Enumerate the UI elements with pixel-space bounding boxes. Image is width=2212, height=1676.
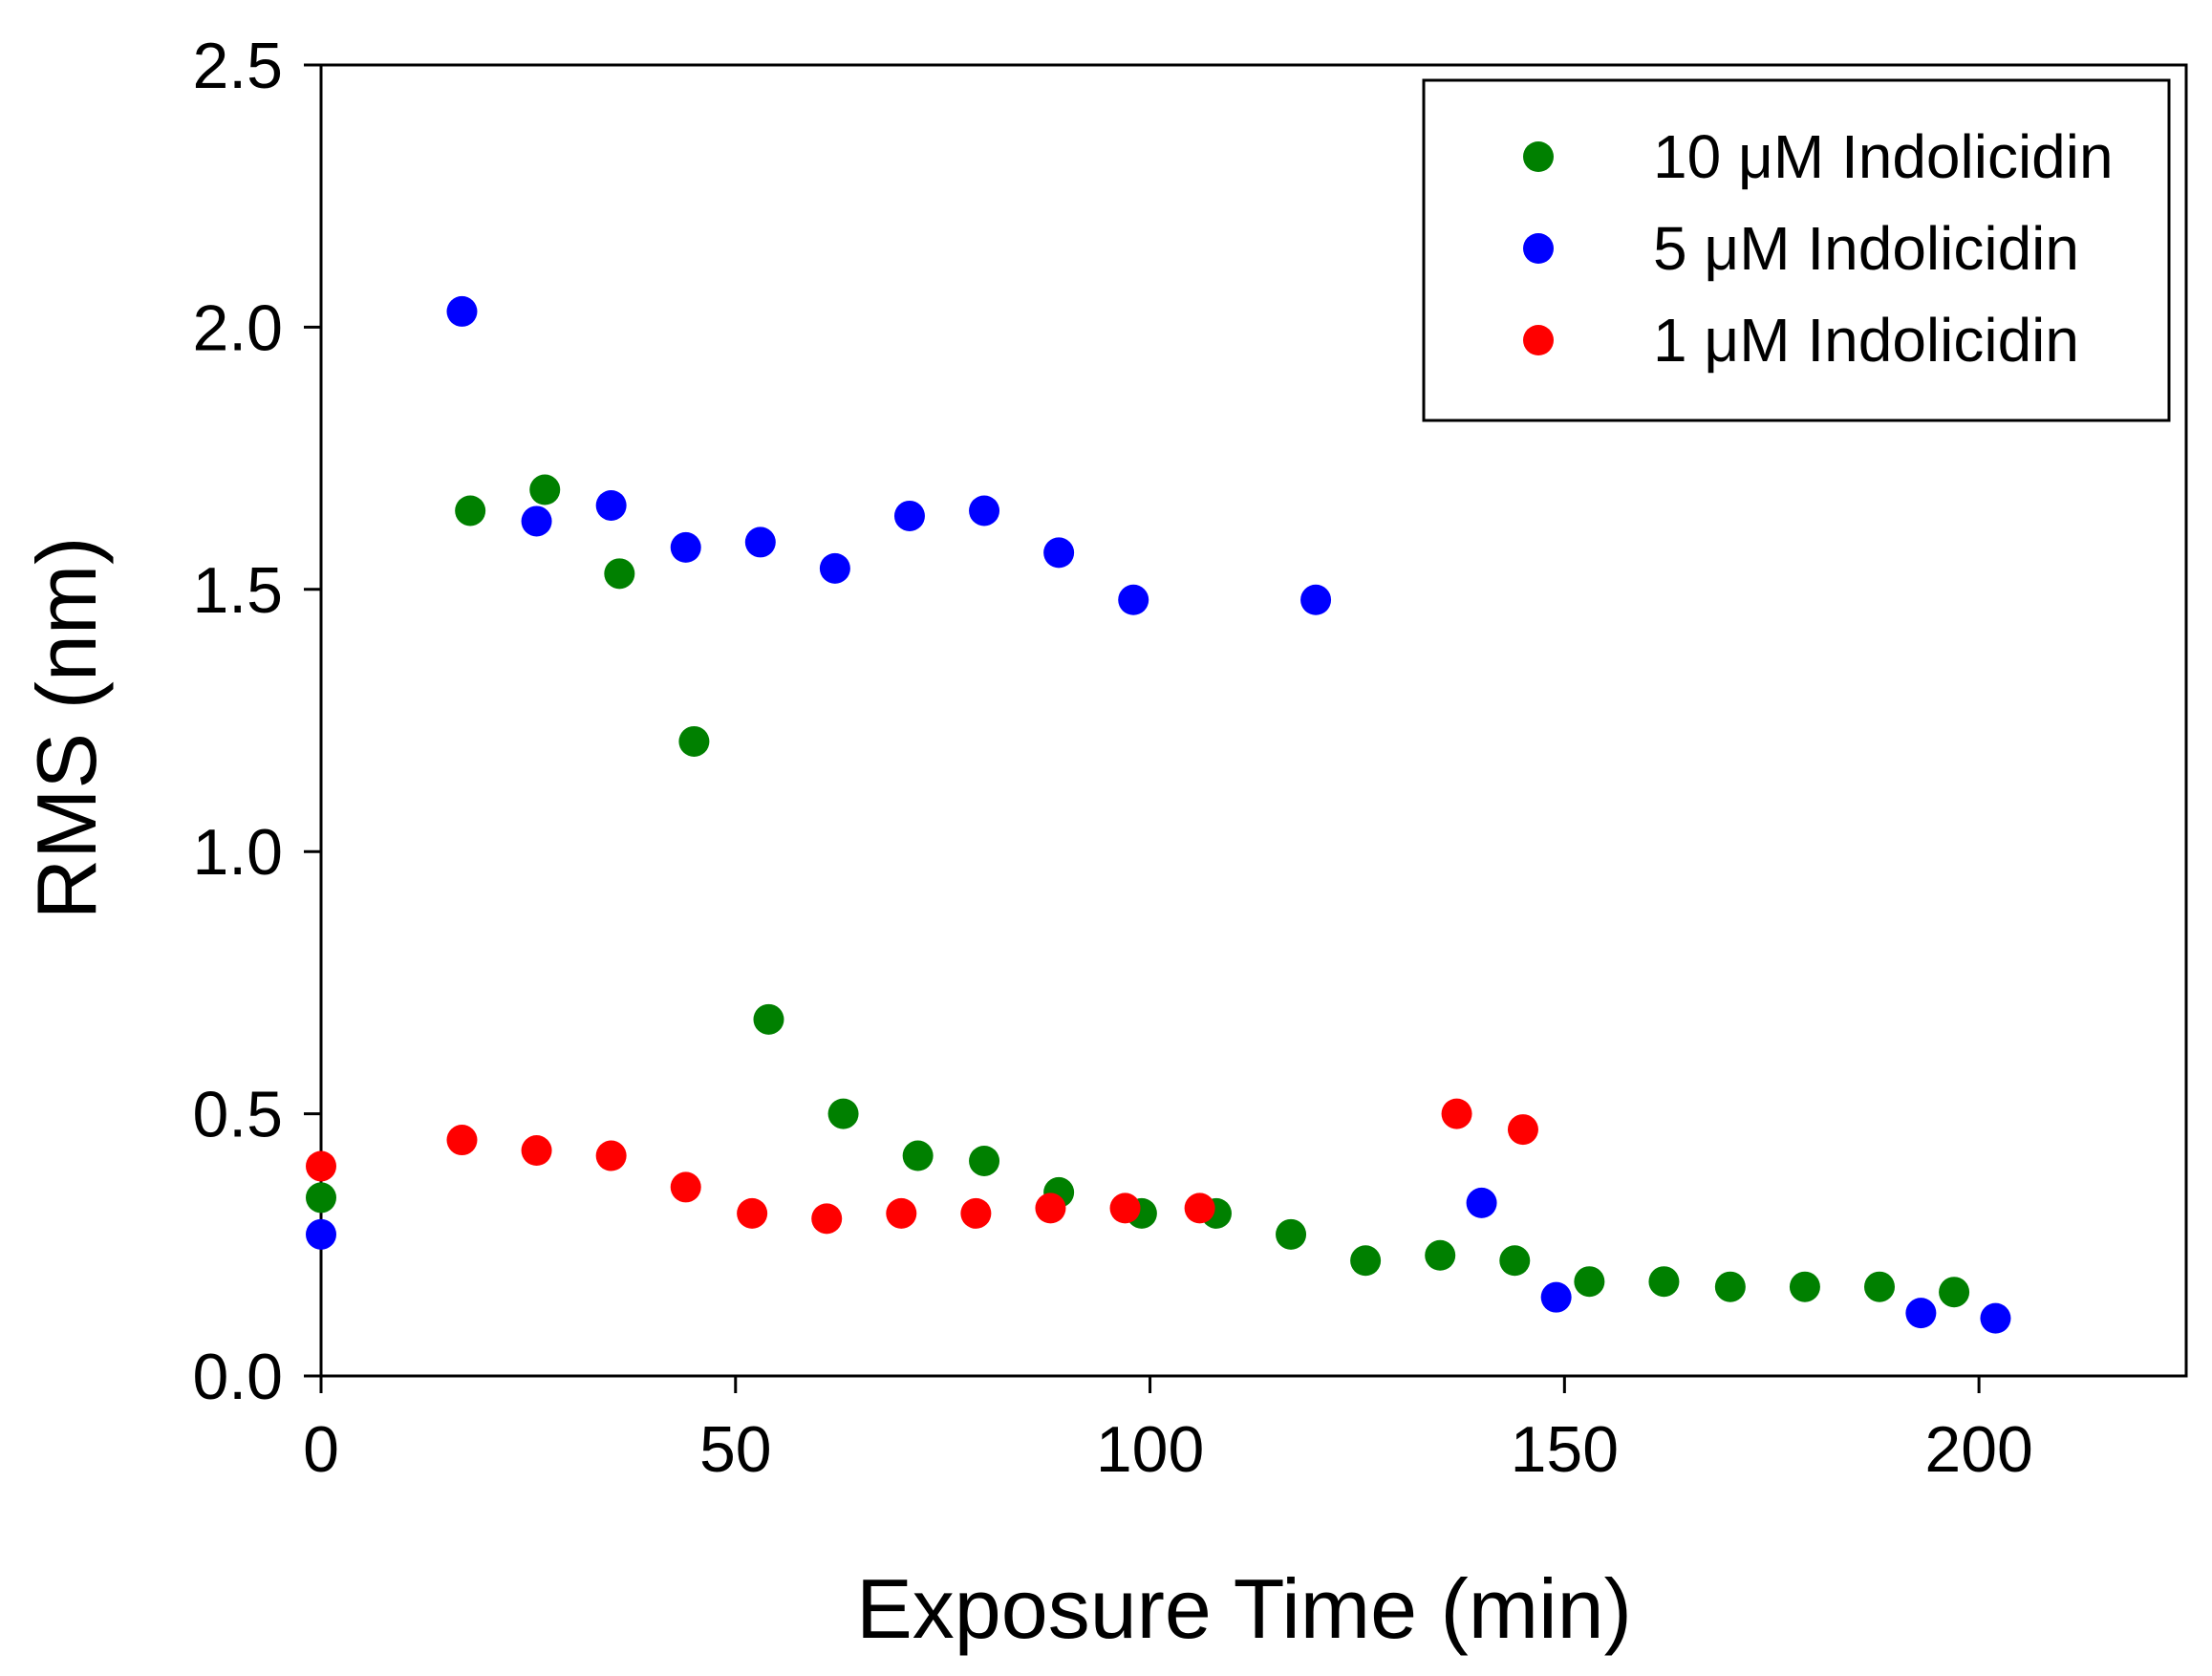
data-point (819, 552, 850, 584)
legend-marker (1523, 233, 1554, 264)
data-point (960, 1197, 992, 1229)
data-point (1864, 1271, 1896, 1302)
data-point (1350, 1245, 1382, 1277)
data-point (595, 489, 627, 521)
data-point (521, 1135, 552, 1167)
data-point (1466, 1187, 1497, 1218)
data-point (1980, 1302, 2011, 1334)
x-axis-title: Exposure Time (min) (856, 1561, 1632, 1656)
data-point (1300, 584, 1332, 615)
x-tick-label: 200 (1924, 1413, 2032, 1486)
data-point (306, 1182, 336, 1214)
data-point (969, 495, 1000, 526)
data-point (529, 474, 561, 505)
legend-marker (1523, 141, 1554, 172)
data-point (969, 1145, 1000, 1176)
data-point (1540, 1281, 1572, 1313)
data-point (1184, 1193, 1215, 1224)
data-point (1043, 537, 1075, 569)
y-tick-label: 2.0 (192, 291, 283, 364)
series-2 (306, 295, 2011, 1334)
data-point (678, 725, 710, 757)
x-tick-label: 50 (699, 1413, 772, 1486)
legend: 10 μM Indolicidin 5 μM Indolicidin 1 μM In… (1422, 78, 2171, 422)
data-point (1507, 1114, 1538, 1146)
plot-frame (319, 63, 2188, 1378)
data-point (737, 1197, 768, 1229)
data-point (827, 1098, 859, 1129)
x-tick-label: 0 (303, 1413, 339, 1486)
data-point (744, 526, 776, 558)
data-point (455, 495, 486, 526)
data-point (1574, 1266, 1605, 1298)
legend-label: 5 μM Indolicidin (1653, 214, 2079, 283)
axes: 0.0 0.5 1.0 1.5 2.0 2.5 0 50 100 150 200 Exposure T… (19, 30, 2188, 1656)
data-point (306, 1150, 336, 1182)
data-point (670, 1171, 701, 1203)
y-axis-title: RMS (nm) (19, 537, 114, 920)
data-point (1499, 1245, 1531, 1277)
data-point (886, 1197, 917, 1229)
data-point (1648, 1266, 1680, 1298)
data-point (753, 1003, 784, 1035)
data-point (1425, 1239, 1456, 1271)
data-point (1441, 1098, 1472, 1129)
data-point (1109, 1193, 1141, 1224)
y-tick-label: 1.0 (192, 816, 283, 889)
data-point (1939, 1277, 1970, 1308)
legend-label: 1 μM Indolicidin (1653, 306, 2079, 375)
data-point (1118, 584, 1149, 615)
data-point (446, 1125, 478, 1156)
y-tick-label: 0.0 (192, 1341, 283, 1413)
data-point (446, 295, 478, 327)
series-3 (306, 1098, 1538, 1235)
series-1 (306, 474, 1970, 1308)
y-tick-label: 2.5 (192, 30, 283, 102)
data-point (1905, 1298, 1937, 1329)
data-point (604, 558, 635, 590)
data-point (521, 505, 552, 537)
data-point (1035, 1193, 1066, 1224)
data-point (670, 531, 701, 563)
data-point (811, 1203, 843, 1235)
legend-label: 10 μM Indolicidin (1653, 122, 2114, 191)
x-tick-label: 150 (1511, 1413, 1619, 1486)
y-tick-label: 1.5 (192, 554, 283, 627)
data-points (306, 295, 2011, 1334)
legend-marker (1523, 325, 1554, 355)
data-point (1789, 1271, 1820, 1302)
x-tick-label: 100 (1096, 1413, 1204, 1486)
data-point (902, 1140, 934, 1171)
data-point (306, 1218, 336, 1250)
data-point (595, 1140, 627, 1171)
data-point (1276, 1218, 1307, 1250)
y-tick-label: 0.5 (192, 1079, 283, 1151)
data-point (893, 500, 925, 531)
data-point (1714, 1271, 1746, 1302)
